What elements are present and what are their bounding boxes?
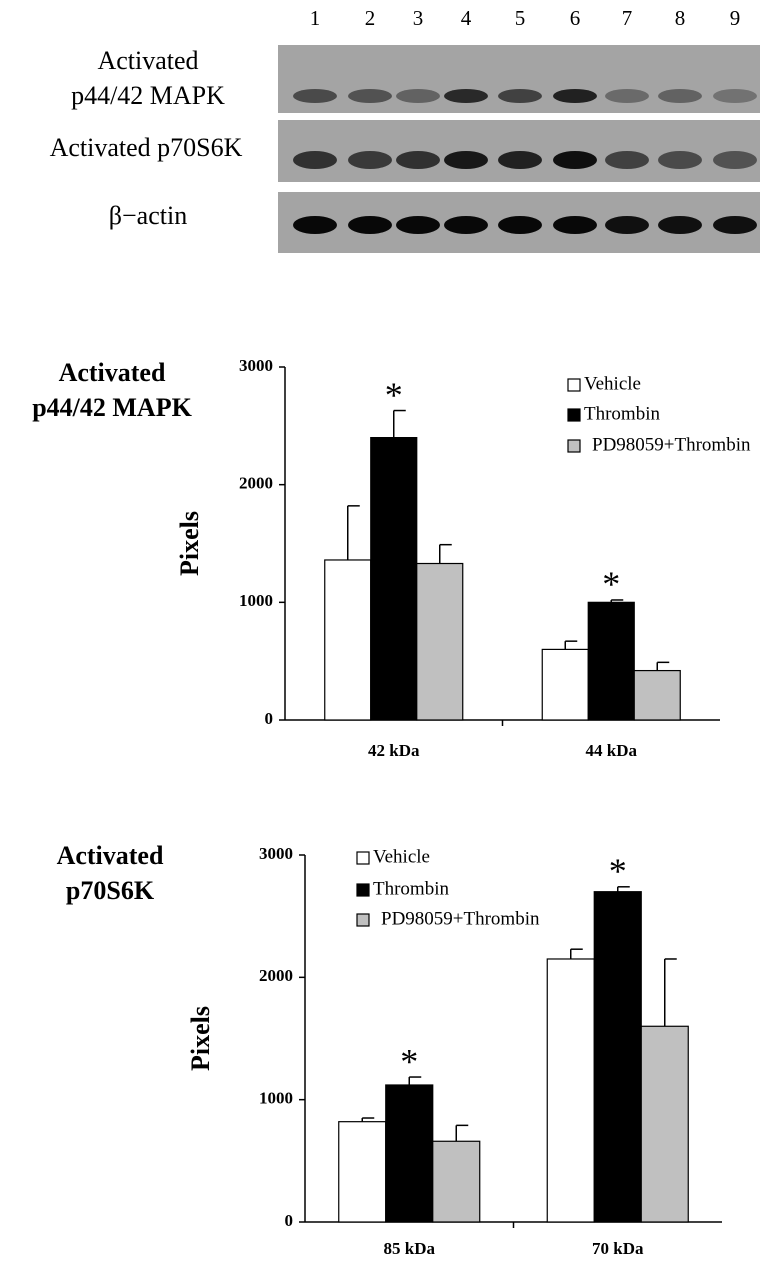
x-tick-label: 44 kDa [586, 741, 638, 760]
figure: 1 2 3 4 5 6 7 8 9 Activated p44/42 MAPK Activated p… [0, 0, 780, 1261]
significance-marker: * [602, 564, 620, 604]
bar [339, 1122, 386, 1222]
blot-band [348, 151, 392, 169]
blot-band [293, 89, 337, 103]
legend-label: Thrombin [584, 403, 660, 424]
y-tick-label: 3000 [239, 356, 273, 375]
bar [417, 564, 463, 720]
blot-band [444, 89, 488, 103]
chart-title: Activated [57, 841, 164, 870]
blot-panel [278, 120, 760, 182]
blot-band [713, 89, 757, 103]
bar [588, 602, 634, 720]
blot-band [553, 151, 597, 169]
blot-band [348, 89, 392, 103]
blot-band [713, 216, 757, 234]
blot-row-label: Activated p70S6K [50, 133, 243, 162]
bar [547, 959, 594, 1222]
blot-band [444, 151, 488, 169]
legend-swatch [357, 884, 369, 896]
significance-marker: * [400, 1041, 418, 1081]
blot-band [293, 216, 337, 234]
y-tick-label: 1000 [239, 591, 273, 610]
blot-band [348, 216, 392, 234]
bar [371, 438, 417, 720]
x-tick-label: 70 kDa [592, 1239, 644, 1258]
blot-band [658, 151, 702, 169]
legend-label: Vehicle [584, 373, 641, 394]
x-tick-label: 42 kDa [368, 741, 420, 760]
lane-number: 5 [515, 6, 526, 30]
blot-band [658, 89, 702, 103]
bar [634, 671, 680, 720]
legend-label: PD98059+Thrombin [592, 434, 751, 455]
legend-label: Vehicle [373, 846, 430, 867]
lane-number: 2 [365, 6, 376, 30]
significance-marker: * [385, 375, 403, 415]
bar [325, 560, 371, 720]
blot-band [396, 89, 440, 103]
y-axis-label: Pixels [186, 1006, 215, 1071]
legend-swatch [568, 440, 580, 452]
bar [594, 892, 641, 1222]
legend-swatch [357, 852, 369, 864]
blot-band [396, 216, 440, 234]
blot-band [658, 216, 702, 234]
lane-number: 7 [622, 6, 633, 30]
y-tick-label: 1000 [259, 1089, 293, 1108]
chart-title: Activated [59, 358, 166, 387]
blot-band [498, 151, 542, 169]
legend-label: Thrombin [373, 878, 449, 899]
blot-band [498, 216, 542, 234]
blot-band [396, 151, 440, 169]
bar [433, 1141, 480, 1222]
blot-band [553, 89, 597, 103]
significance-marker: * [609, 851, 627, 891]
chart-title: p44/42 MAPK [32, 393, 192, 422]
blot-band [605, 151, 649, 169]
blot-band [553, 216, 597, 234]
lane-number: 3 [413, 6, 424, 30]
legend-swatch [568, 379, 580, 391]
legend-swatch [357, 914, 369, 926]
bar [542, 649, 588, 720]
lane-number: 6 [570, 6, 581, 30]
legend-label: PD98059+Thrombin [381, 908, 540, 929]
y-tick-label: 3000 [259, 844, 293, 863]
blot-band [605, 89, 649, 103]
y-tick-label: 0 [265, 709, 274, 728]
blot-band [498, 89, 542, 103]
blot-band [444, 216, 488, 234]
lane-number: 9 [730, 6, 741, 30]
chart-title: p70S6K [66, 876, 155, 905]
lane-number: 1 [310, 6, 321, 30]
bar [641, 1026, 688, 1222]
legend-swatch [568, 409, 580, 421]
y-tick-label: 2000 [239, 474, 273, 493]
y-axis-label: Pixels [175, 511, 204, 576]
lane-number: 4 [461, 6, 472, 30]
lane-number: 8 [675, 6, 686, 30]
blot-band [605, 216, 649, 234]
x-tick-label: 85 kDa [384, 1239, 436, 1258]
bar [386, 1085, 433, 1222]
y-tick-label: 2000 [259, 966, 293, 985]
blot-row-label: Activated [97, 46, 198, 75]
y-tick-label: 0 [285, 1211, 294, 1230]
blot-row-label: p44/42 MAPK [71, 81, 225, 110]
blot-band [713, 151, 757, 169]
blot-row-label: β−actin [109, 201, 187, 230]
blot-band [293, 151, 337, 169]
